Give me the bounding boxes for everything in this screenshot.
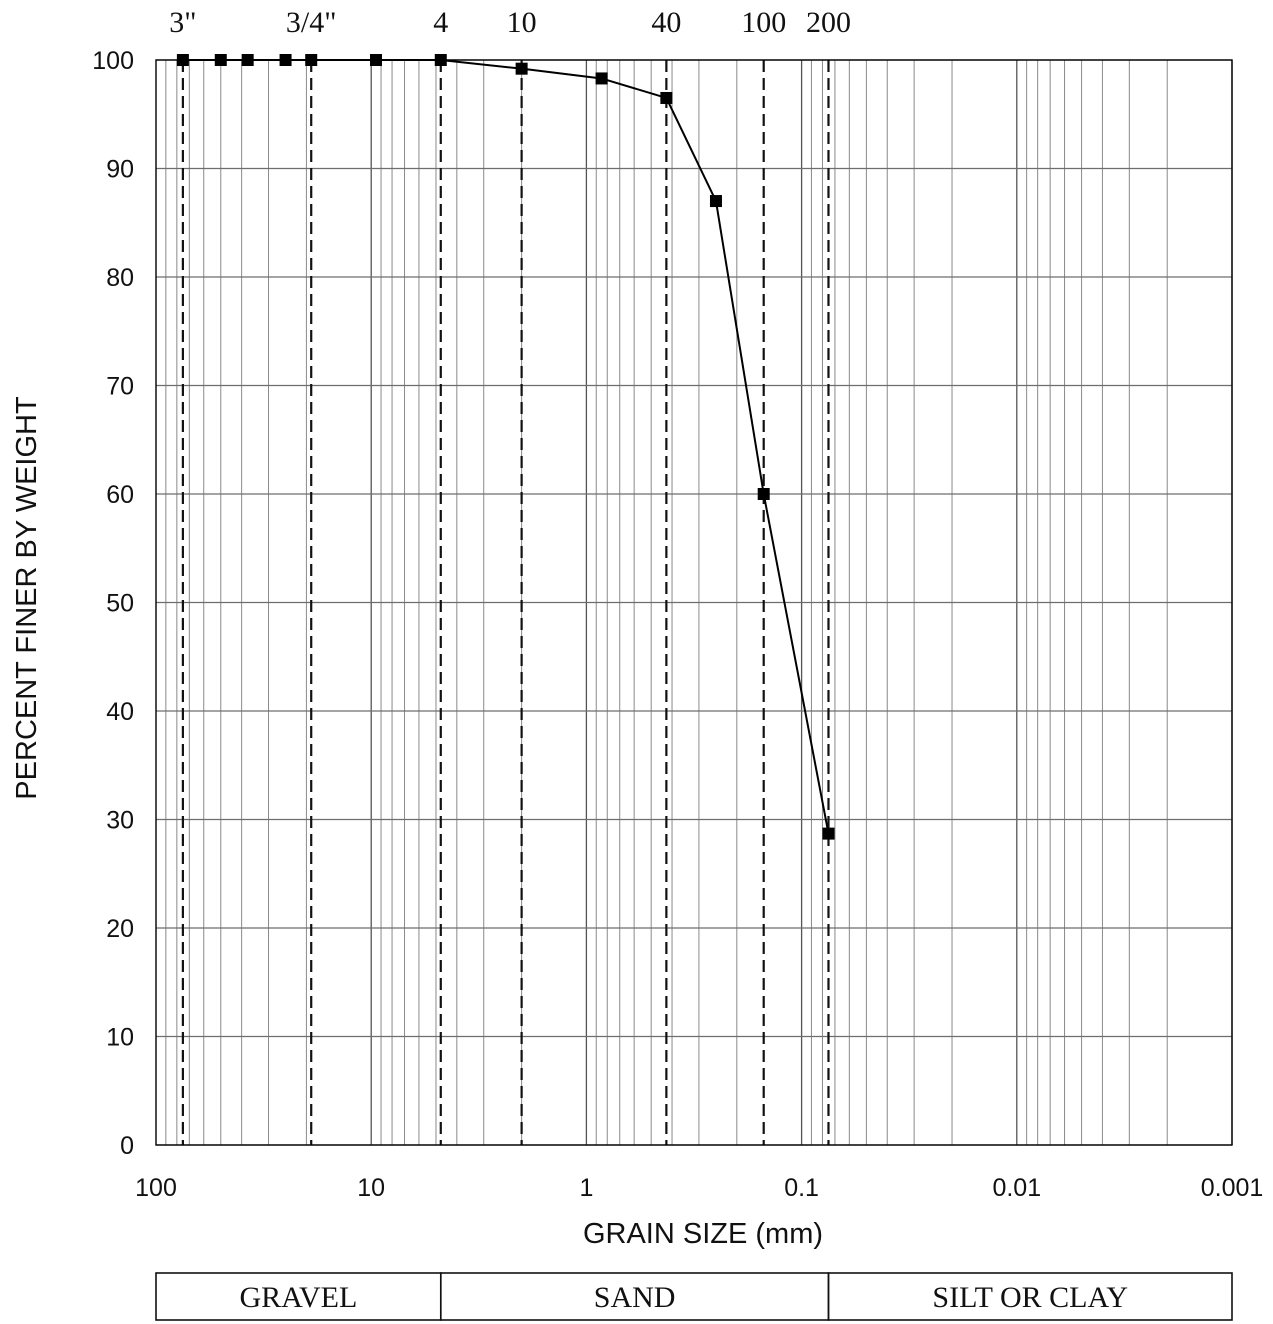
x-axis-label: GRAIN SIZE (mm) <box>583 1218 823 1250</box>
grid-lines <box>156 59 1233 1146</box>
data-point <box>241 54 254 66</box>
sieve-reference-lines <box>181 60 830 1145</box>
data-point <box>279 54 292 66</box>
y-tick-label: 10 <box>106 1024 134 1052</box>
data-point <box>822 827 835 840</box>
y-tick-label: 40 <box>106 698 134 726</box>
x-tick-label: 100 <box>135 1174 177 1202</box>
y-tick-label: 70 <box>106 373 134 401</box>
data-point <box>515 62 528 75</box>
data-point <box>176 54 189 66</box>
x-tick-label: 0.01 <box>992 1174 1041 1202</box>
sieve-label: 10 <box>507 6 537 39</box>
y-tick-label: 0 <box>120 1132 134 1160</box>
x-tick-label: 0.001 <box>1201 1174 1264 1202</box>
x-tick-labels: 100 10 1 0.1 0.01 0.001 <box>135 1174 1263 1202</box>
classification-bar: GRAVEL SAND SILT OR CLAY <box>155 1272 1233 1321</box>
data-point <box>214 54 227 66</box>
classification-label: SILT OR CLAY <box>932 1281 1128 1314</box>
x-tick-label: 10 <box>357 1174 385 1202</box>
sieve-label: 100 <box>741 6 786 39</box>
y-axis-label: PERCENT FINER BY WEIGHT <box>11 396 43 800</box>
y-tick-label: 80 <box>106 264 134 292</box>
x-tick-label: 1 <box>579 1174 593 1202</box>
data-point <box>434 54 447 66</box>
data-point <box>660 91 673 104</box>
sieve-label: 4 <box>433 6 448 39</box>
data-point <box>709 195 722 208</box>
classification-cell <box>827 1272 1233 1321</box>
x-tick-label: 0.1 <box>784 1174 819 1202</box>
sieve-label: 40 <box>651 6 681 39</box>
plot-frame <box>155 59 1233 1146</box>
series-layer <box>176 54 835 840</box>
data-point <box>305 54 318 66</box>
data-point <box>757 488 770 500</box>
sieve-label: 200 <box>806 6 851 39</box>
y-tick-label: 100 <box>92 47 134 75</box>
y-tick-label: 20 <box>106 915 134 943</box>
data-point <box>369 54 382 66</box>
data-point <box>595 72 608 85</box>
classification-label: SAND <box>594 1281 676 1314</box>
y-tick-label: 90 <box>106 156 134 184</box>
y-tick-label: 30 <box>106 807 134 835</box>
classification-label: GRAVEL <box>239 1281 357 1314</box>
series-line <box>182 59 830 834</box>
sieve-label: 3" <box>169 6 196 39</box>
sieve-labels: 3" 3/4" 4 10 40 100 200 <box>169 6 851 39</box>
y-tick-labels: 0 10 20 30 40 50 60 70 80 90 100 <box>92 47 134 1160</box>
y-tick-label: 60 <box>106 481 134 509</box>
y-tick-label: 50 <box>106 590 134 618</box>
sieve-label: 3/4" <box>286 6 337 39</box>
